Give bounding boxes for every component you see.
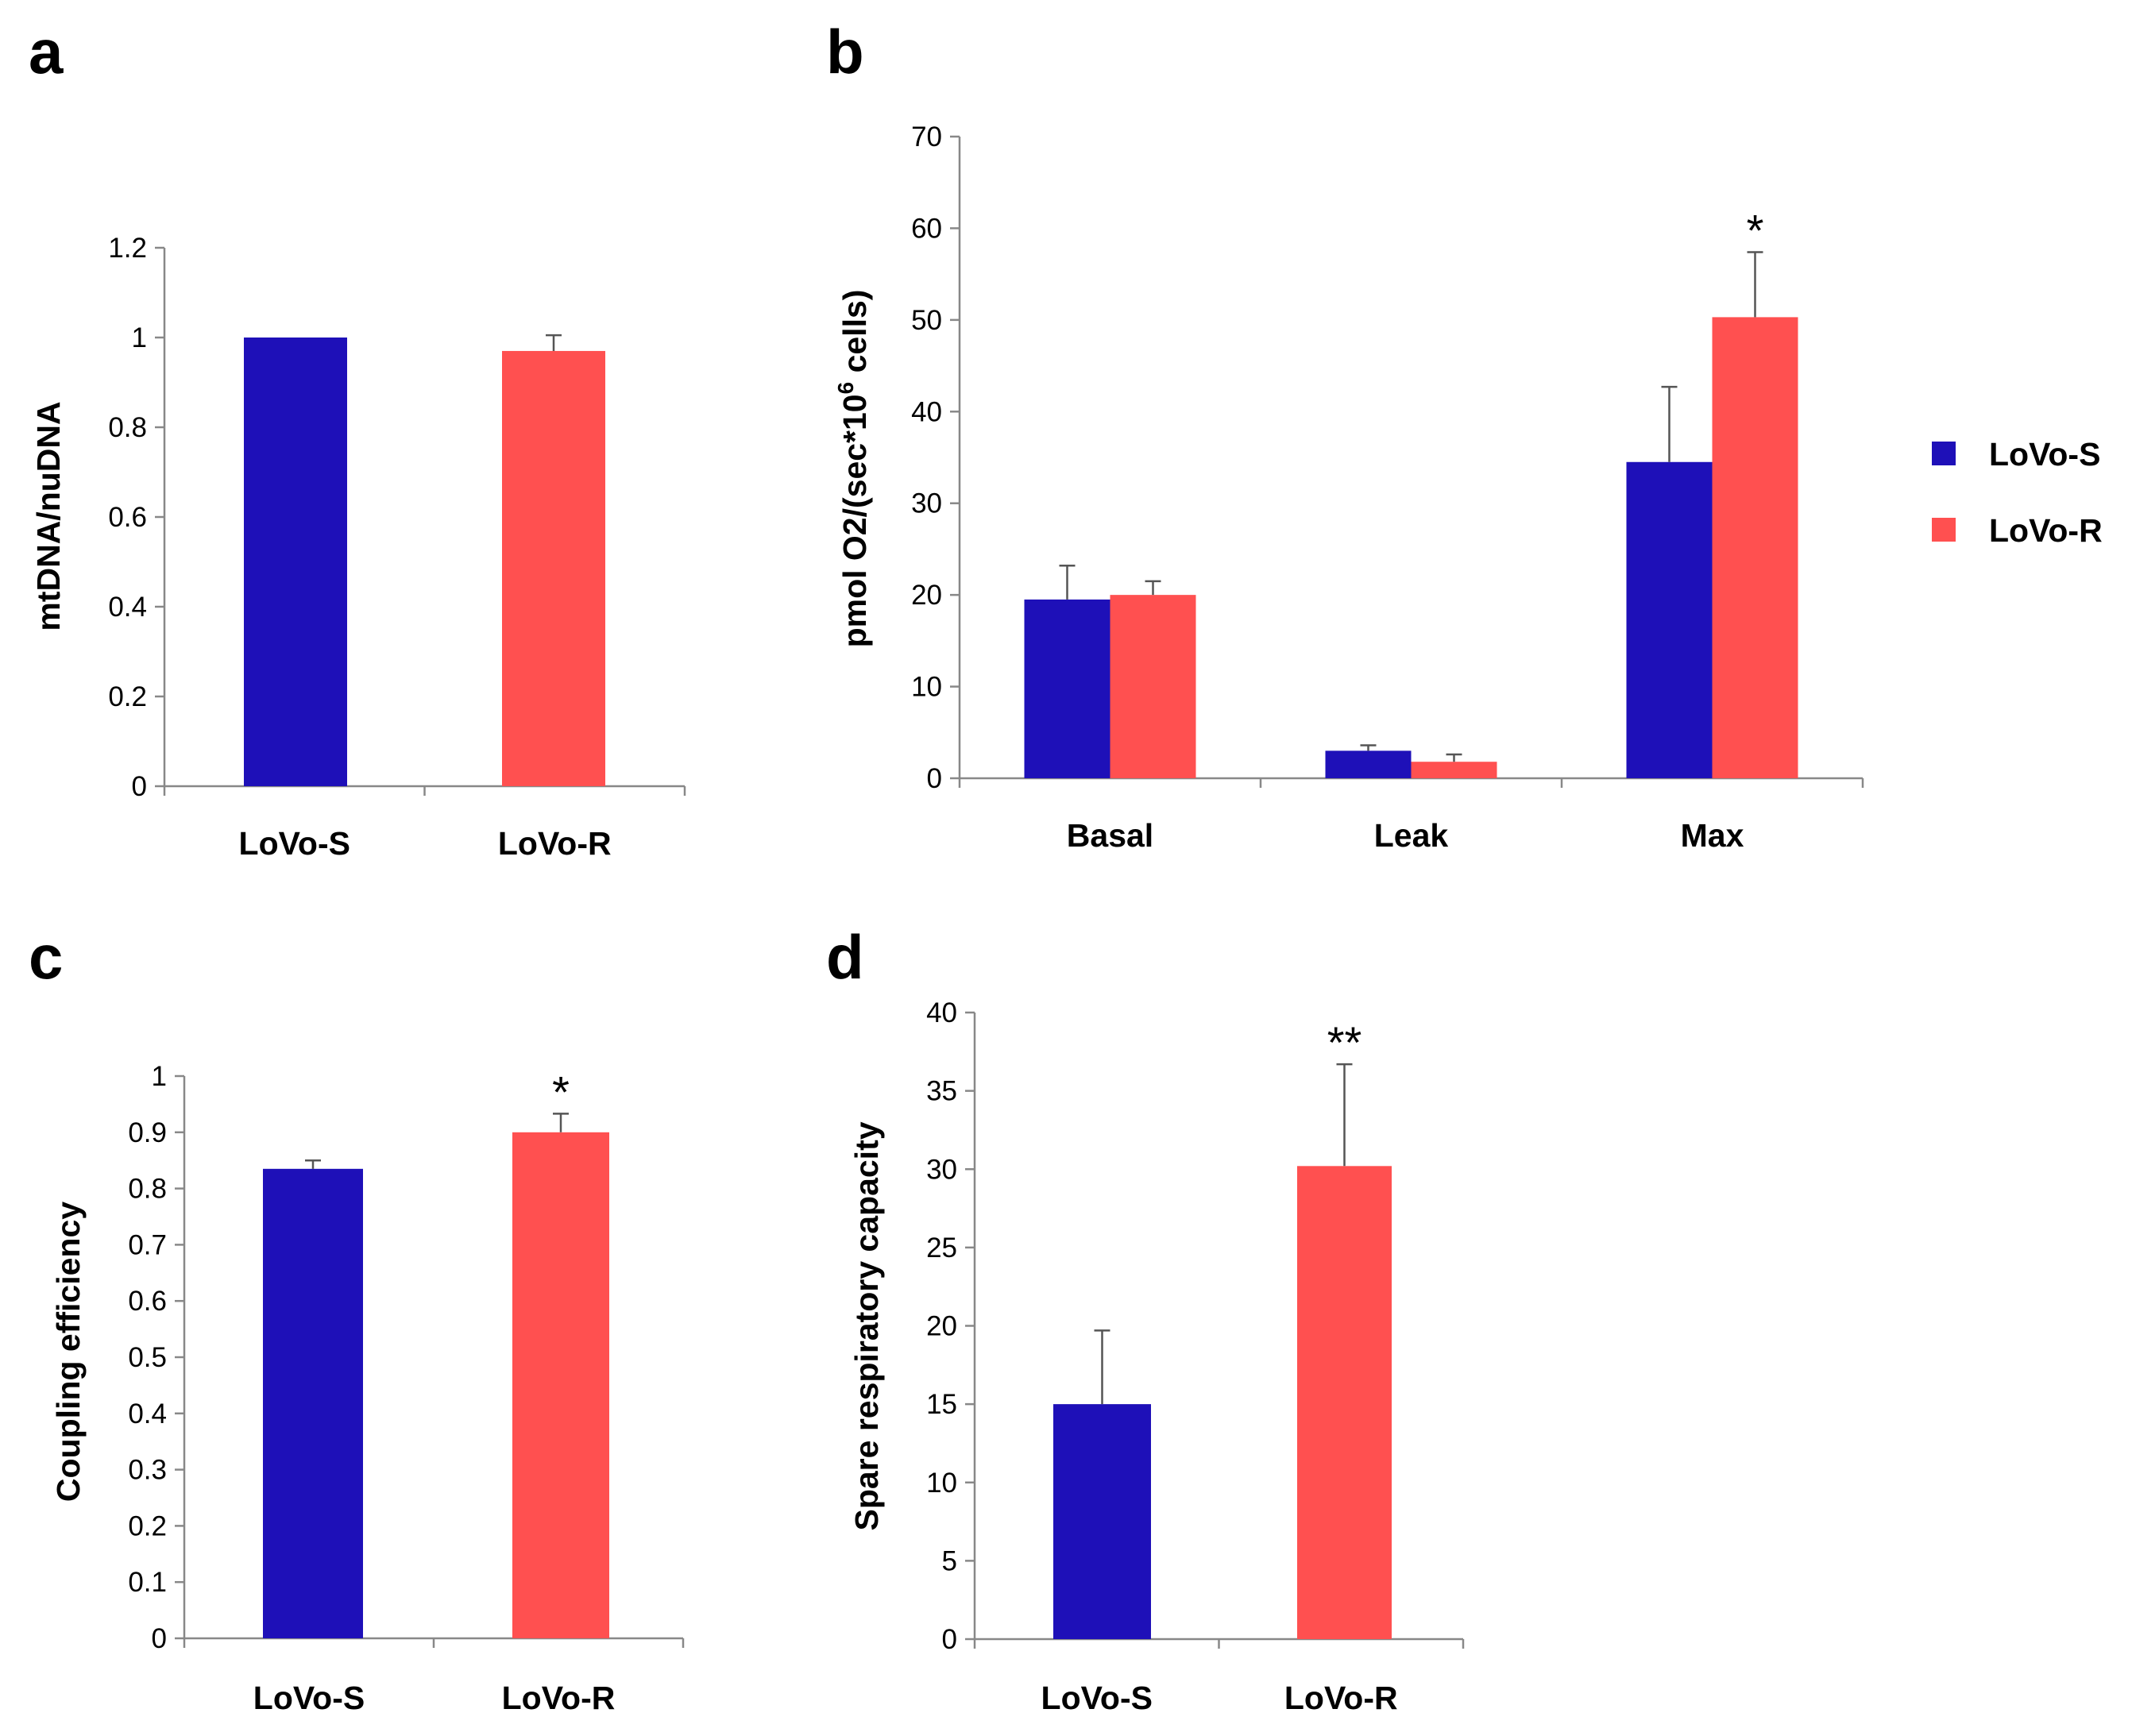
panel-b-y-tick-label: 70 <box>911 122 942 152</box>
panel-c-y-tick-label: 0 <box>152 1623 167 1654</box>
panel-b-y-tick-label: 20 <box>911 580 942 611</box>
panel-a-y-tick-label: 0.4 <box>108 592 147 623</box>
panel-b-category-label: Basal <box>1067 817 1153 854</box>
legend: LoVo-S LoVo-R <box>1932 436 2103 549</box>
panel-b-y-tick-label: 0 <box>927 763 942 794</box>
panel-a-y-tick-label: 0.6 <box>108 502 147 533</box>
panel-b-significance-marker: * <box>1747 205 1764 255</box>
bar-d-lovo-r-lovo-r <box>1297 1166 1392 1639</box>
panel-d-label: d <box>826 922 864 992</box>
panel-d-significance-marker: ** <box>1327 1017 1362 1067</box>
error-bar-c-lovo-r-lovo-r <box>553 1113 569 1132</box>
panel-c-category-label: LoVo-R <box>502 1680 616 1716</box>
bar-c-lovo-s-lovo-s <box>263 1168 363 1638</box>
panel-d-y-tick-label: 35 <box>926 1076 957 1107</box>
bar-b-lovo-s-basal <box>1024 599 1110 778</box>
legend-swatch-lovo-s <box>1932 442 1956 465</box>
bar-d-lovo-s-lovo-s <box>1053 1404 1151 1639</box>
bar-a-lovo-r-lovo-r <box>502 350 605 786</box>
error-bar-b-lovo-r-leak <box>1446 753 1462 762</box>
panel-b-category-label: Leak <box>1374 817 1449 854</box>
bar-c-lovo-r-lovo-r <box>512 1132 609 1638</box>
panel-d-category-label: LoVo-R <box>1284 1680 1398 1716</box>
panel-d-y-axis-label: Spare respiratory capacity <box>848 1121 885 1530</box>
panel-c-y-tick-label: 0.9 <box>128 1117 167 1148</box>
panel-d-category-label: LoVo-S <box>1041 1680 1153 1716</box>
legend-label-lovo-r: LoVo-R <box>1989 512 2103 549</box>
panel-a-category-label: LoVo-S <box>239 825 350 862</box>
panel-c-y-tick-label: 0.3 <box>128 1455 167 1486</box>
panel-b: b pmol O2/(sec*106 cells) 0 10 20 30 40 50 60 7… <box>826 17 2103 854</box>
panel-c-y-tick-label: 0.4 <box>128 1398 167 1429</box>
panel-b-y-tick-label: 60 <box>911 213 942 244</box>
bar-b-lovo-s-max <box>1626 461 1713 778</box>
panel-c: c Coupling efficiency 0 0.1 0.2 0.3 0.4 0.5 0.… <box>29 922 685 1716</box>
panel-c-y-tick-label: 0.7 <box>128 1229 167 1260</box>
panel-a-y-tick-label: 0 <box>132 771 147 802</box>
panel-c-y-axis-label: Coupling efficiency <box>50 1202 87 1502</box>
error-bar-b-lovo-s-max <box>1661 385 1678 462</box>
panel-c-label: c <box>29 922 63 992</box>
panel-a-y-tick-label: 1.2 <box>108 233 147 264</box>
error-bar-b-lovo-r-max <box>1747 251 1763 318</box>
error-bar-b-lovo-s-leak <box>1360 744 1377 751</box>
panel-b-y-tick-label: 50 <box>911 305 942 336</box>
legend-label-lovo-s: LoVo-S <box>1989 436 2100 473</box>
error-bar-d-lovo-s-lovo-s <box>1094 1329 1110 1405</box>
panel-d-y-tick-label: 25 <box>926 1233 957 1263</box>
panel-d-y-tick-label: 20 <box>926 1311 957 1342</box>
panel-c-significance-marker: * <box>552 1067 570 1117</box>
panel-c-y-tick-label: 0.1 <box>128 1567 167 1598</box>
panel-a-label: a <box>29 17 64 87</box>
panel-d-y-tick-label: 0 <box>942 1624 957 1655</box>
panel-d-y-tick-label: 40 <box>926 997 957 1028</box>
panel-b-y-tick-label: 10 <box>911 672 942 703</box>
panel-c-y-tick-label: 0.6 <box>128 1286 167 1317</box>
panel-d: d Spare respiratory capacity 0 5 10 15 20 25 3… <box>826 922 1465 1716</box>
panel-b-y-tick-label: 40 <box>911 396 942 427</box>
panel-c-y-tick-label: 0.2 <box>128 1510 167 1541</box>
bar-b-lovo-r-leak <box>1411 762 1497 778</box>
panel-b-category-label: Max <box>1681 817 1744 854</box>
bar-b-lovo-r-basal <box>1110 595 1196 778</box>
error-bar-c-lovo-s-lovo-s <box>305 1159 321 1169</box>
panel-a-y-tick-label: 0.8 <box>108 412 147 443</box>
panel-c-y-tick-label: 0.5 <box>128 1342 167 1373</box>
panel-c-category-label: LoVo-S <box>253 1680 365 1716</box>
panel-c-y-tick-label: 0.8 <box>128 1174 167 1205</box>
panel-a-y-tick-label: 1 <box>132 322 147 353</box>
error-bar-b-lovo-r-basal <box>1145 580 1161 596</box>
panel-d-y-tick-label: 10 <box>926 1468 957 1499</box>
error-bar-b-lovo-s-basal <box>1059 564 1076 600</box>
panel-b-y-axis-label: pmol O2/(sec*106 cells) <box>833 290 873 648</box>
panel-a-y-axis-label: mtDNA/nuDNA <box>30 401 67 631</box>
panel-c-y-tick-label: 1 <box>152 1061 167 1092</box>
panel-d-y-tick-label: 30 <box>926 1154 957 1185</box>
panel-b-label: b <box>826 17 864 87</box>
panel-a: a mtDNA/nuDNA 0 0.2 0.4 0.6 0.8 1 1.2 LoVo-S LoV… <box>29 17 686 862</box>
panel-d-y-tick-label: 5 <box>942 1545 957 1576</box>
panel-a-category-label: LoVo-R <box>498 825 612 862</box>
bar-a-lovo-s-lovo-s <box>244 338 347 786</box>
bar-b-lovo-s-leak <box>1325 750 1412 778</box>
panel-d-y-tick-label: 15 <box>926 1389 957 1420</box>
panel-a-y-tick-label: 0.2 <box>108 681 147 712</box>
legend-swatch-lovo-r <box>1932 518 1956 542</box>
panel-b-y-tick-label: 30 <box>911 488 942 519</box>
bar-b-lovo-r-max <box>1712 317 1798 778</box>
error-bar-a-lovo-r-lovo-r <box>546 334 562 351</box>
error-bar-d-lovo-r-lovo-r <box>1336 1063 1353 1167</box>
